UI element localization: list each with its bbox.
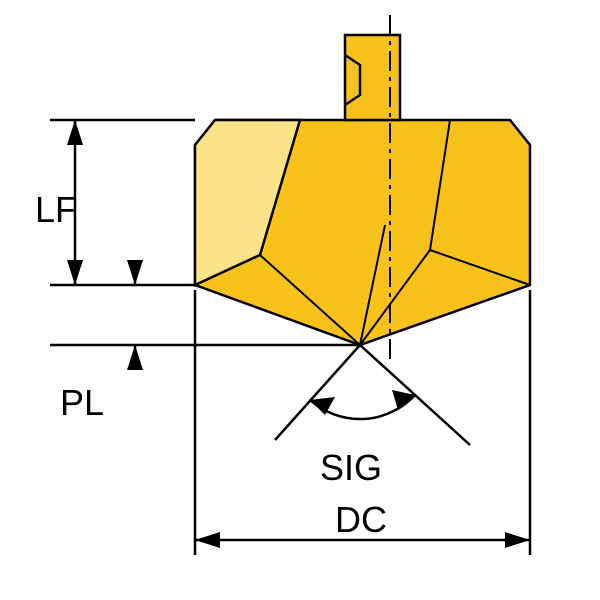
label-pl: PL	[60, 382, 104, 423]
dimension-lf: LF	[35, 120, 195, 285]
tool-body	[195, 35, 530, 345]
tool-shank	[345, 35, 400, 120]
label-sig: SIG	[320, 447, 382, 488]
dimension-sig: SIG	[275, 345, 470, 488]
label-dc: DC	[335, 499, 387, 540]
tool-diagram: LF PL SIG DC	[0, 0, 600, 600]
label-lf: LF	[35, 189, 77, 230]
